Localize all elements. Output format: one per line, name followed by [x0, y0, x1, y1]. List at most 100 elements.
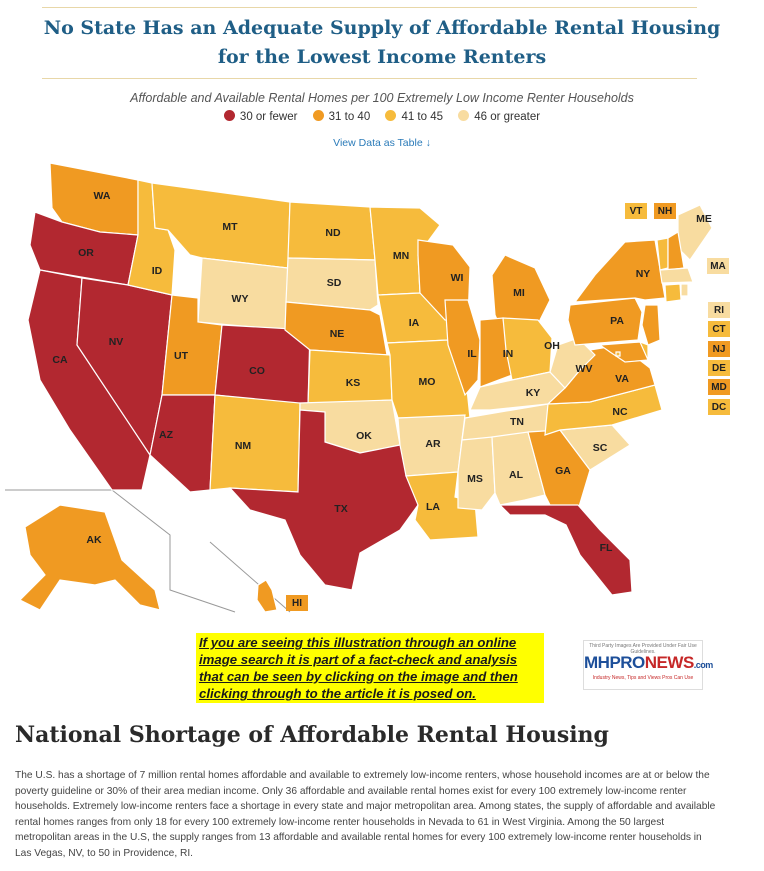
state-label-wi: WI	[451, 272, 464, 284]
state-ri[interactable]	[680, 283, 689, 297]
us-choropleth-map: WA OR CA NV ID MT WY UT AZ CO NM ND SD NE KS OK TX MN IA MO…	[5, 162, 730, 613]
state-box-md[interactable]	[708, 379, 730, 395]
state-label-dc: DC	[712, 402, 726, 413]
state-label-ne: NE	[330, 328, 345, 340]
state-pa[interactable]	[567, 297, 643, 346]
state-hi[interactable]	[256, 579, 278, 613]
state-box-hi[interactable]	[286, 595, 308, 611]
state-label-va: VA	[615, 373, 629, 385]
state-md[interactable]	[598, 341, 649, 363]
state-label-tn: TN	[510, 416, 524, 428]
state-label-tx: TX	[334, 503, 347, 515]
state-box-dc[interactable]	[708, 399, 730, 415]
state-label-nm: NM	[235, 440, 252, 452]
badge-tagline: Industry News, Tips and Views Pros Can U…	[592, 675, 694, 681]
state-nj[interactable]	[641, 304, 661, 346]
state-label-mt: MT	[222, 221, 238, 233]
state-label-nv: NV	[109, 336, 124, 348]
state-label-ut: UT	[174, 350, 189, 362]
state-label-in: IN	[503, 348, 514, 360]
title-divider	[42, 78, 697, 79]
article-body: The U.S. has a shortage of 7 million ren…	[15, 770, 716, 859]
state-box-vt[interactable]	[625, 203, 647, 219]
section-heading: National Shortage of Affordable Rental H…	[15, 722, 609, 748]
state-label-mo: MO	[419, 376, 436, 388]
state-box-de[interactable]	[708, 360, 730, 376]
state-label-ak: AK	[86, 534, 102, 546]
state-label-ia: IA	[409, 317, 420, 329]
state-label-ok: OK	[356, 430, 372, 442]
state-label-wv: WV	[576, 363, 593, 375]
legend-item-41-to-45: 41 to 45	[385, 110, 443, 123]
state-box-ri[interactable]	[708, 302, 730, 318]
top-divider	[42, 7, 697, 8]
state-label-mi: MI	[513, 287, 525, 299]
inset-border	[209, 541, 291, 613]
state-ct[interactable]	[664, 283, 682, 303]
state-il[interactable]	[444, 299, 481, 397]
legend-swatch	[458, 110, 470, 121]
legend-swatch	[385, 110, 397, 121]
legend: 30 or fewer 31 to 40 41 to 45 46 or grea…	[0, 110, 764, 123]
state-label-de: DE	[712, 363, 726, 374]
state-ma[interactable]	[659, 267, 694, 284]
state-label-nc: NC	[612, 406, 628, 418]
state-label-ct: CT	[712, 324, 725, 335]
state-label-nh: NH	[658, 206, 672, 217]
legend-swatch	[312, 110, 324, 121]
state-label-az: AZ	[159, 429, 174, 441]
state-wv[interactable]	[549, 337, 596, 389]
state-label-vt: VT	[630, 206, 643, 217]
state-label-hi: HI	[292, 598, 302, 609]
state-nm[interactable]	[209, 394, 301, 493]
state-label-co: CO	[249, 365, 265, 377]
mhpronews-badge[interactable]: Third Party Images Are Provided Under Fa…	[583, 640, 713, 690]
state-ny[interactable]	[573, 239, 666, 303]
state-label-ri: RI	[714, 305, 724, 316]
state-label-me: ME	[696, 213, 712, 225]
legend-item-46-or-greater: 46 or greater	[458, 110, 540, 123]
state-sd[interactable]	[285, 257, 379, 311]
state-label-fl: FL	[600, 542, 613, 554]
legend-swatch	[223, 110, 235, 121]
inset-border	[5, 489, 236, 613]
state-label-ar: AR	[425, 438, 441, 450]
state-label-or: OR	[78, 247, 94, 259]
state-la[interactable]	[405, 471, 479, 541]
state-label-ms: MS	[467, 473, 483, 485]
state-label-ga: GA	[555, 465, 571, 477]
state-box-nh[interactable]	[654, 203, 676, 219]
state-label-wa: WA	[94, 190, 111, 202]
state-box-ct[interactable]	[708, 321, 730, 337]
state-label-sc: SC	[593, 442, 608, 454]
badge-fair-use-text: Third Party Images Are Provided Under Fa…	[589, 643, 697, 655]
state-fl[interactable]	[498, 504, 633, 596]
state-label-sd: SD	[327, 277, 342, 289]
state-label-al: AL	[509, 469, 524, 481]
state-in[interactable]	[479, 317, 513, 388]
state-label-mn: MN	[393, 250, 409, 262]
state-label-ks: KS	[346, 377, 361, 389]
mhpronews-logo: MHPRONEWS.com	[584, 653, 713, 672]
fact-check-note: If you are seeing this illustration thro…	[196, 633, 544, 703]
map-title: No State Has an Adequate Supply of Affor…	[43, 17, 721, 68]
state-label-ma: MA	[710, 261, 726, 272]
state-label-wy: WY	[232, 293, 249, 305]
state-dc[interactable]	[615, 351, 621, 357]
legend-item-31-to-40: 31 to 40	[312, 110, 370, 123]
state-az[interactable]	[149, 394, 216, 493]
state-label-nj: NJ	[713, 344, 726, 355]
state-label-id: ID	[152, 265, 163, 277]
map-subtitle: Affordable and Available Rental Homes pe…	[130, 91, 634, 105]
state-label-ca: CA	[52, 354, 68, 366]
state-label-ny: NY	[636, 268, 651, 280]
state-box-nj[interactable]	[708, 341, 730, 357]
state-ak[interactable]	[18, 504, 161, 611]
state-label-nd: ND	[325, 227, 341, 239]
view-data-as-table-link[interactable]: View Data as Table ↓	[333, 137, 431, 149]
state-label-la: LA	[426, 501, 440, 513]
state-label-ky: KY	[526, 387, 541, 399]
state-label-oh: OH	[544, 340, 560, 352]
state-box-ma[interactable]	[707, 258, 729, 274]
state-label-il: IL	[467, 348, 477, 360]
